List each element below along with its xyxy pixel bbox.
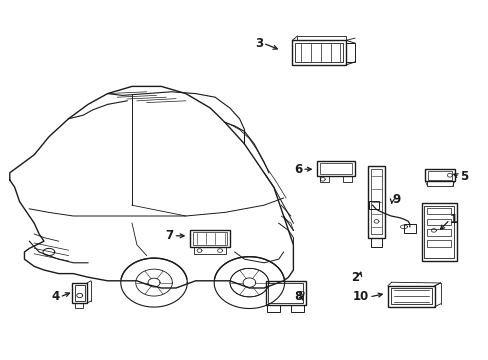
- Bar: [427, 240, 450, 247]
- Text: 4: 4: [51, 291, 60, 303]
- Text: 10: 10: [352, 291, 368, 303]
- Bar: [72, 283, 87, 303]
- Bar: [367, 166, 384, 238]
- Text: 5: 5: [459, 170, 467, 183]
- Bar: [427, 208, 450, 214]
- Text: 6: 6: [293, 163, 302, 176]
- Bar: [368, 201, 379, 209]
- Bar: [390, 288, 431, 304]
- Text: 7: 7: [165, 229, 173, 242]
- Bar: [295, 43, 343, 62]
- Bar: [265, 281, 305, 305]
- Text: 8: 8: [293, 291, 302, 303]
- Bar: [75, 303, 82, 308]
- Bar: [427, 219, 450, 225]
- Bar: [421, 203, 456, 261]
- Bar: [75, 285, 84, 301]
- Text: 1: 1: [449, 213, 457, 226]
- Bar: [346, 43, 354, 62]
- Bar: [319, 163, 351, 174]
- Bar: [387, 286, 434, 307]
- Bar: [370, 238, 382, 247]
- Bar: [316, 161, 354, 176]
- Text: 3: 3: [254, 37, 263, 50]
- Bar: [427, 229, 450, 236]
- Bar: [427, 181, 452, 186]
- Bar: [403, 224, 415, 233]
- Bar: [424, 206, 453, 258]
- Bar: [425, 169, 454, 181]
- Bar: [189, 230, 229, 247]
- Bar: [319, 176, 328, 182]
- Text: 2: 2: [350, 271, 359, 284]
- Bar: [370, 169, 382, 234]
- Bar: [192, 232, 226, 245]
- Bar: [268, 283, 302, 303]
- Bar: [343, 176, 351, 182]
- Text: 9: 9: [391, 193, 400, 206]
- Bar: [267, 305, 279, 312]
- Bar: [291, 305, 303, 312]
- Bar: [427, 171, 451, 180]
- Bar: [193, 247, 225, 254]
- Bar: [292, 40, 346, 65]
- Bar: [297, 36, 346, 40]
